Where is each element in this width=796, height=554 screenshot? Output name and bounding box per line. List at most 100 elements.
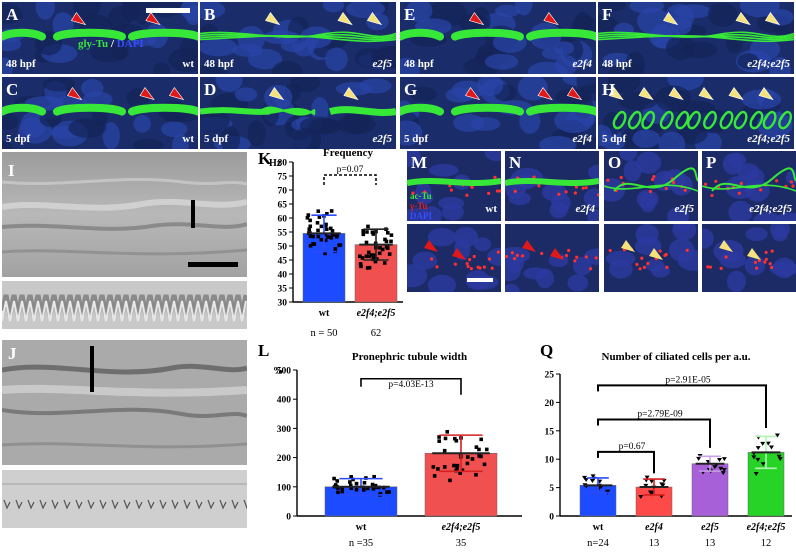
basal-body (435, 265, 439, 269)
nucleus (618, 91, 658, 111)
basal-body (646, 261, 650, 266)
genotype-label: wt (485, 203, 497, 215)
basal-body (759, 188, 763, 192)
scale-bar (467, 278, 493, 282)
cilia-bundle (128, 28, 198, 41)
x-tick-label: e2f4;e2f5 (747, 522, 786, 533)
data-point (382, 261, 387, 265)
data-point (361, 488, 366, 492)
data-point (305, 215, 310, 220)
data-point (332, 233, 337, 237)
y-tick-label: 30 (278, 299, 288, 309)
chart-frequency: Frequency Hz 30 35 40 45 50 55 60 65 70 75 80 wt n = 5… (269, 147, 403, 339)
basal-body (493, 175, 497, 179)
cilia-bundle (400, 103, 444, 116)
cilium-loop (627, 110, 642, 130)
data-point (349, 486, 354, 491)
data-point (753, 471, 759, 476)
cilia-bundle (2, 28, 46, 41)
data-point (329, 236, 334, 240)
data-point (308, 234, 313, 238)
basal-body (665, 265, 669, 269)
data-point (367, 254, 372, 259)
arrowhead-icon (758, 87, 774, 101)
nucleus (636, 151, 662, 174)
arrowhead-icon (67, 87, 83, 101)
panel-label-L: L (258, 341, 270, 360)
panel-label-G: G (404, 80, 418, 99)
data-point (340, 486, 344, 491)
basal-body (770, 249, 774, 253)
stain-dapi: DAPI (116, 38, 144, 50)
basal-body (423, 190, 427, 194)
data-point (326, 235, 330, 239)
data-point (377, 251, 382, 256)
arrowhead-icon (608, 87, 624, 101)
basal-body (737, 191, 741, 195)
kymo-tick (123, 499, 131, 510)
arrowhead-icon (719, 240, 733, 252)
nucleus (645, 259, 665, 272)
nucleus (667, 207, 690, 221)
panel-label-M: M (411, 153, 428, 172)
fl-panel-F: F 48 hpf e2f4;e2f5 (598, 2, 794, 74)
n-label: n=24 (587, 538, 609, 549)
basal-body (584, 255, 588, 259)
genotype-label: e2f4 (572, 133, 592, 145)
arrowhead-icon (543, 12, 559, 26)
cilium-strand (598, 31, 794, 38)
stain-legend: gly-Tu / DAPI (78, 38, 144, 50)
nucleus (506, 253, 524, 273)
data-point (445, 430, 450, 434)
nucleus (72, 2, 101, 19)
basal-body (719, 266, 723, 270)
basal-body (490, 266, 494, 270)
basal-body (763, 260, 767, 264)
kymo-tick (159, 499, 167, 510)
basal-body (567, 248, 571, 253)
x-tick-label: e2f5 (701, 522, 719, 533)
cilia-bundle (407, 178, 501, 186)
genotype-label: e2f4;e2f5 (747, 133, 790, 145)
nucleus (707, 2, 738, 27)
brightfield-J-image (2, 340, 247, 465)
data-point (362, 480, 367, 485)
basal-body (791, 184, 795, 188)
data-point (477, 447, 481, 452)
nucleus (406, 2, 433, 23)
nucleus (588, 164, 599, 181)
fl-panel-D: D 5 dpf e2f5 (200, 77, 396, 149)
kymo-tick (243, 499, 247, 510)
data-point (312, 242, 317, 246)
basal-body (448, 184, 452, 188)
kymo-tick (99, 499, 107, 510)
basal-body (619, 175, 623, 180)
nucleus (322, 2, 345, 13)
p-value-label: p=2.91E-05 (665, 375, 710, 385)
arrowhead-icon (698, 87, 714, 101)
y-tick-label: 500 (277, 367, 292, 377)
nucleus (359, 78, 392, 94)
nucleus (587, 209, 599, 221)
data-point (720, 471, 726, 476)
basal-body (532, 175, 536, 179)
nucleus (35, 2, 55, 20)
data-point (372, 474, 376, 479)
nucleus (655, 85, 692, 113)
data-point (443, 436, 448, 441)
nucleus (200, 65, 228, 74)
nucleus (311, 96, 329, 123)
brightfield-panel-I: I (2, 152, 247, 277)
nucleus (551, 193, 571, 213)
cilia-legend-actu: ac-Tu (410, 191, 432, 201)
genotype-label: e2f5 (674, 203, 694, 215)
basal-body (513, 257, 517, 261)
data-point (460, 468, 465, 473)
nucleus (674, 4, 712, 19)
basal-body (764, 250, 768, 254)
kymograph-J (2, 470, 247, 528)
basal-body (476, 265, 480, 269)
cilium-loop (719, 110, 734, 130)
